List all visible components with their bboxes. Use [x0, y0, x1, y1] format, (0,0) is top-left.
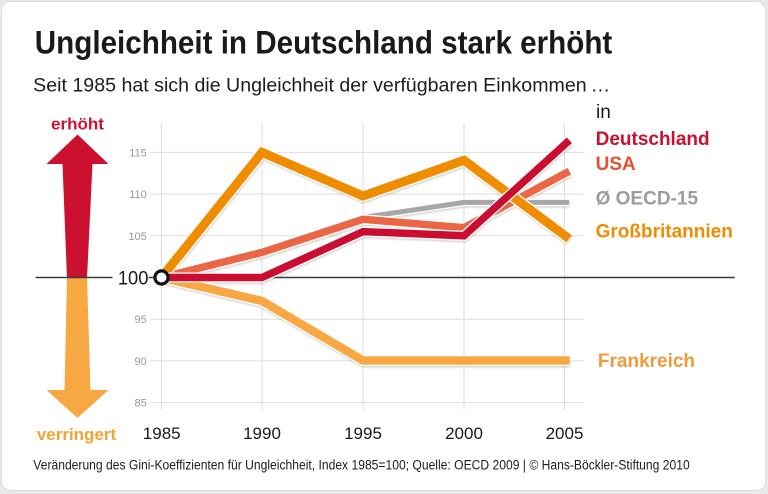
svg-text:erhöht: erhöht: [51, 115, 104, 134]
svg-text:85: 85: [135, 398, 147, 410]
svg-text:1990: 1990: [243, 424, 281, 443]
svg-text:Deutschland: Deutschland: [596, 129, 710, 150]
svg-text:Veränderung des Gini-Koeffizie: Veränderung des Gini-Koeffizienten für U…: [33, 458, 689, 473]
svg-text:Ø OECD-15: Ø OECD-15: [596, 189, 699, 210]
svg-text:115: 115: [129, 147, 147, 159]
svg-text:verringert: verringert: [37, 425, 117, 444]
svg-text:USA: USA: [596, 154, 636, 175]
svg-text:100: 100: [118, 268, 149, 290]
svg-text:Großbritannien: Großbritannien: [596, 222, 733, 243]
svg-text:Ungleichheit in Deutschland st: Ungleichheit in Deutschland stark erhöht: [35, 24, 613, 60]
svg-text:1995: 1995: [344, 424, 382, 443]
svg-text:1985: 1985: [143, 424, 181, 443]
svg-text:2005: 2005: [546, 424, 584, 443]
svg-text:Frankreich: Frankreich: [598, 351, 695, 372]
svg-text:105: 105: [128, 231, 146, 243]
svg-text:90: 90: [135, 356, 147, 368]
svg-text:95: 95: [135, 314, 147, 326]
svg-text:in: in: [596, 102, 611, 123]
svg-text:2000: 2000: [445, 424, 483, 443]
svg-text:110: 110: [129, 189, 147, 201]
svg-text:Seit 1985 hat sich die Ungleic: Seit 1985 hat sich die Ungleichheit der …: [33, 75, 610, 96]
